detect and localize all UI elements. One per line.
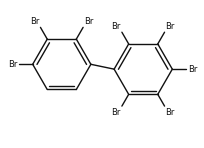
Text: Br: Br <box>8 60 17 69</box>
Text: Br: Br <box>165 108 174 117</box>
Text: Br: Br <box>84 17 93 26</box>
Text: Br: Br <box>187 65 196 74</box>
Text: Br: Br <box>165 21 174 30</box>
Text: Br: Br <box>111 21 120 30</box>
Text: Br: Br <box>30 17 39 26</box>
Text: Br: Br <box>111 108 120 117</box>
